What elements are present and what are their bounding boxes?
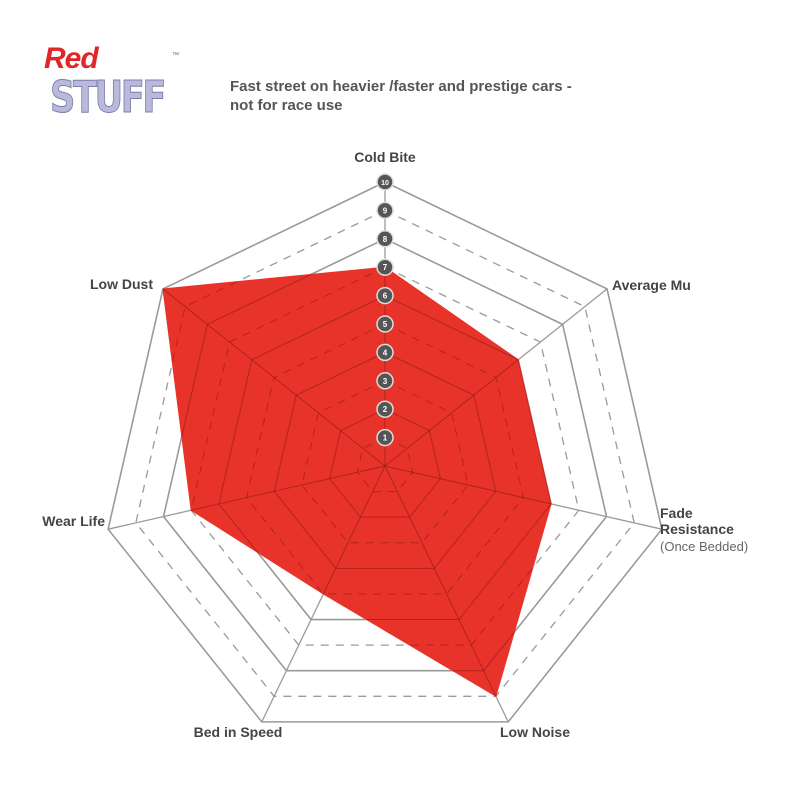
tick-label-6: 6 xyxy=(383,292,388,301)
tick-label-9: 9 xyxy=(383,206,388,215)
axis-sublabel-fade-resistance: (Once Bedded) xyxy=(660,539,748,554)
tick-badge-4 xyxy=(376,343,394,362)
tick-badge-1 xyxy=(376,428,394,447)
data-area xyxy=(162,266,552,698)
tick-label-2: 2 xyxy=(383,405,388,414)
chart-subtitle: Fast street on heavier /faster and prest… xyxy=(230,77,650,115)
grid-ring-10 xyxy=(107,181,663,723)
tick-label-3: 3 xyxy=(383,377,388,386)
grid-spoke-overlay-3 xyxy=(384,465,509,697)
axis-label-wear-life: Wear Life xyxy=(42,513,105,529)
tick-label-5: 5 xyxy=(383,320,388,329)
tick-label-7: 7 xyxy=(383,263,388,272)
tick-badge-9 xyxy=(376,201,394,220)
grid-spoke-overlay-5 xyxy=(162,465,386,530)
axis-label-low-dust: Low Dust xyxy=(90,276,153,292)
axis-label-fade-resistance: Fade Resistance xyxy=(660,505,734,537)
grid-ring-overlay-3 xyxy=(301,380,469,544)
grid-ring-overlay-2 xyxy=(329,408,441,518)
logo-red: Red xyxy=(44,42,99,75)
axis-label-average-mu: Average Mu xyxy=(612,277,691,293)
grid-ring-overlay-9 xyxy=(162,267,552,697)
grid-spoke-overlay-2 xyxy=(384,465,552,530)
tick-badge-3 xyxy=(376,372,394,390)
subtitle-line-2: not for race use xyxy=(230,97,343,114)
tick-badge-10 xyxy=(376,173,394,191)
tick-badge-6 xyxy=(376,286,394,305)
axis-label-cold-bite: Cold Bite xyxy=(354,149,416,165)
grid-spoke-overlay-6 xyxy=(162,288,386,467)
tick-badge-2 xyxy=(376,400,394,418)
tick-label-4: 4 xyxy=(383,348,388,357)
tick-badge-5 xyxy=(376,315,394,333)
tick-label-1: 1 xyxy=(383,434,388,443)
grid-spoke-overlay-1 xyxy=(384,288,552,467)
tick-badge-8 xyxy=(376,230,394,248)
logo-stuff: STUFF xyxy=(50,72,167,124)
subtitle-line-1: Fast street on heavier /faster and prest… xyxy=(230,78,572,95)
tick-label-8: 8 xyxy=(383,235,388,244)
axis-label-bed-in-speed: Bed in Speed xyxy=(194,724,283,740)
axis-label-low-noise: Low Noise xyxy=(500,724,570,740)
logo-trademark: ™ xyxy=(172,52,179,59)
tick-badge-7 xyxy=(376,258,394,276)
tick-label-10: 10 xyxy=(381,180,389,187)
grid-ring-overlay-4 xyxy=(273,351,497,569)
